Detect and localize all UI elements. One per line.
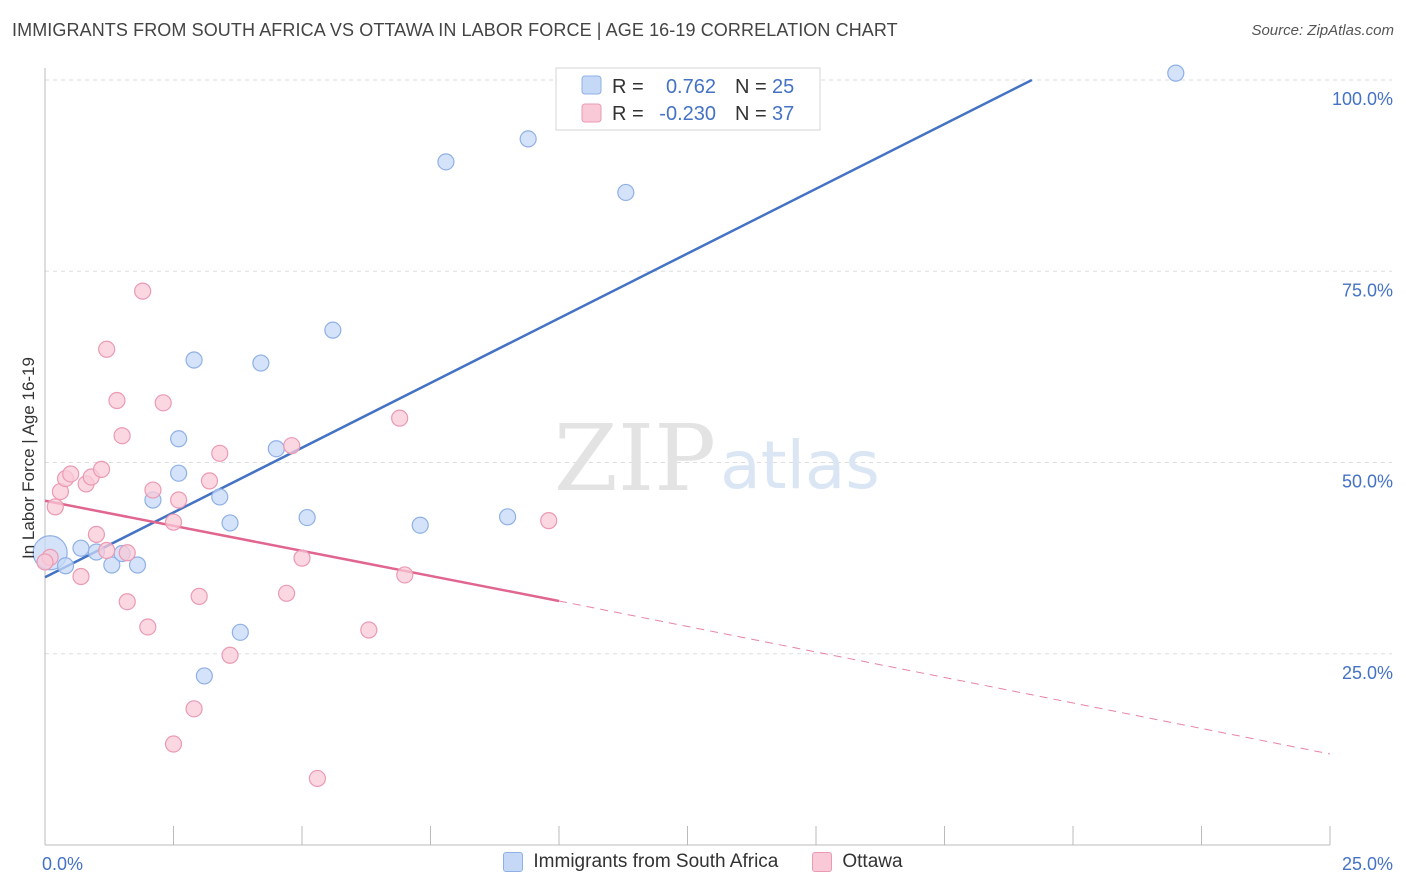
axes: 25.0% 50.0% 75.0% 100.0% 0.0% 25.0%: [42, 68, 1393, 874]
stats-r-label-1: R =: [612, 76, 644, 98]
stats-n-value-1: 25: [772, 76, 794, 98]
y-axis-title: In Labor Force | Age 16-19: [19, 357, 38, 559]
data-point-south-africa: [195, 667, 213, 685]
data-point-ottawa: [92, 460, 111, 478]
data-point-ottawa: [98, 541, 116, 560]
data-point-ottawa: [118, 544, 136, 562]
data-point-south-africa: [72, 539, 90, 557]
stats-n-value-2: 37: [772, 103, 794, 125]
data-point-ottawa: [540, 512, 558, 530]
regression-extension-1: [558, 600, 1331, 755]
regression-line-0: [44, 78, 1033, 579]
data-point-south-africa: [1167, 64, 1185, 82]
data-point-ottawa: [72, 567, 90, 586]
data-point-south-africa: [267, 440, 285, 458]
legend-swatch-south-africa: [503, 852, 524, 872]
data-point-ottawa: [293, 549, 311, 567]
grid: [45, 79, 1392, 655]
stats-swatch-2: [581, 103, 602, 123]
data-point-ottawa: [396, 566, 414, 584]
data-point-ottawa: [360, 621, 378, 639]
watermark: ZIP atlas: [554, 405, 880, 512]
legend-label-south-africa: Immigrants from South Africa: [533, 851, 779, 872]
x-tick-label: 0.0%: [42, 854, 83, 874]
data-point-south-africa: [170, 430, 188, 448]
legend-item-ottawa: Ottawa: [812, 851, 903, 873]
data-point-ottawa: [108, 391, 126, 410]
series-legend: Immigrants from South Africa Ottawa: [0, 851, 1406, 873]
data-point-south-africa: [185, 351, 203, 369]
x-tick-label: 25.0%: [1342, 854, 1393, 874]
data-point-ottawa: [211, 444, 229, 462]
legend-label-ottawa: Ottawa: [842, 851, 903, 872]
data-point-south-africa: [437, 153, 455, 171]
data-point-south-africa: [298, 508, 316, 527]
chart-title: IMMIGRANTS FROM SOUTH AFRICA VS OTTAWA I…: [12, 20, 898, 40]
data-point-ottawa: [46, 498, 64, 516]
watermark-atlas: atlas: [720, 427, 880, 504]
data-point-ottawa: [98, 340, 116, 358]
stats-n-label-1: N =: [735, 76, 767, 98]
data-point-ottawa: [277, 584, 296, 602]
legend-item-south-africa: Immigrants from South Africa: [503, 851, 778, 873]
stats-r-value-2: -0.230: [659, 103, 716, 125]
y-tick-label: 75.0%: [1342, 280, 1393, 300]
data-points: [32, 64, 1185, 788]
data-point-south-africa: [211, 488, 229, 506]
source-label: Source: ZipAtlas.com: [1251, 22, 1394, 39]
data-point-ottawa: [62, 465, 80, 483]
data-point-south-africa: [411, 516, 429, 534]
data-point-ottawa: [87, 525, 106, 544]
data-point-ottawa: [134, 282, 152, 300]
data-point-south-africa: [128, 556, 147, 574]
data-point-ottawa: [308, 769, 327, 788]
data-point-south-africa: [221, 514, 239, 532]
data-point-south-africa: [56, 557, 75, 575]
data-point-ottawa: [154, 394, 172, 412]
data-point-ottawa: [200, 472, 219, 490]
legend-swatch-ottawa: [812, 852, 833, 872]
data-point-south-africa: [499, 508, 517, 526]
data-point-ottawa: [170, 491, 188, 509]
data-point-south-africa: [252, 354, 270, 372]
y-tick-label: 25.0%: [1342, 663, 1393, 683]
data-point-south-africa: [519, 130, 537, 148]
data-point-ottawa: [190, 587, 208, 605]
data-point-ottawa: [185, 700, 203, 718]
stats-swatch-1: [581, 75, 602, 95]
y-tick-label: 50.0%: [1342, 472, 1393, 492]
data-point-ottawa: [139, 618, 157, 636]
data-point-ottawa: [221, 646, 239, 664]
stats-n-label-2: N =: [735, 103, 767, 125]
y-tick-label: 100.0%: [1332, 89, 1393, 109]
stats-r-value-1: 0.762: [666, 76, 716, 98]
data-point-south-africa: [231, 623, 249, 641]
data-point-south-africa: [617, 183, 635, 202]
watermark-zip: ZIP: [554, 405, 716, 512]
data-point-ottawa: [164, 735, 183, 753]
stats-r-label-2: R =: [612, 103, 644, 125]
data-point-ottawa: [36, 553, 54, 571]
data-point-ottawa: [283, 437, 301, 455]
data-point-ottawa: [144, 481, 162, 499]
data-point-south-africa: [324, 321, 342, 339]
stats-legend: R = 0.762 N = 25 R = -0.230 N = 37: [555, 67, 821, 131]
data-point-ottawa: [118, 593, 136, 611]
data-point-ottawa: [113, 427, 131, 445]
data-point-south-africa: [170, 464, 188, 482]
data-point-ottawa: [164, 513, 183, 531]
data-point-ottawa: [391, 409, 409, 427]
